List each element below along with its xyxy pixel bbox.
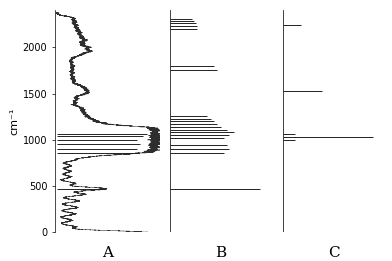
Text: A: A xyxy=(102,246,113,260)
Y-axis label: cm⁻¹: cm⁻¹ xyxy=(10,108,20,135)
Text: B: B xyxy=(215,246,226,260)
Text: C: C xyxy=(328,246,339,260)
